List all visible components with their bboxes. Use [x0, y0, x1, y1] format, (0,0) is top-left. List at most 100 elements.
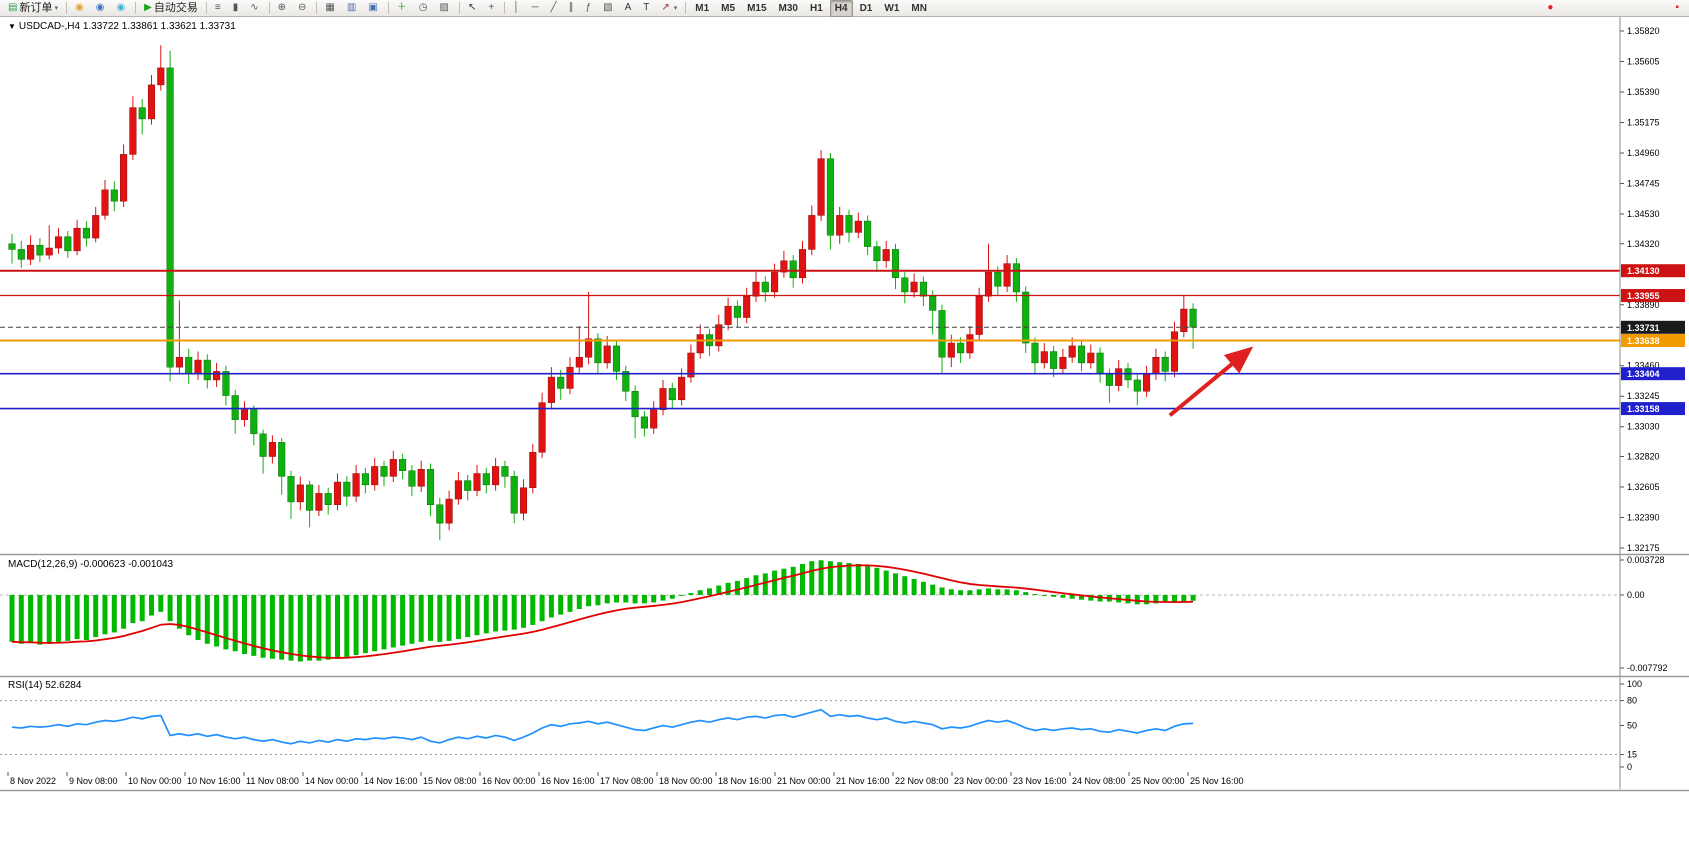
svg-text:22 Nov 08:00: 22 Nov 08:00: [895, 776, 949, 786]
svg-text:24 Nov 08:00: 24 Nov 08:00: [1072, 776, 1126, 786]
timeframe-m1-button[interactable]: M1: [690, 0, 714, 17]
svg-text:1.35820: 1.35820: [1627, 26, 1660, 36]
svg-text:10 Nov 16:00: 10 Nov 16:00: [187, 776, 241, 786]
svg-text:1.33245: 1.33245: [1627, 391, 1660, 401]
svg-text:16 Nov 16:00: 16 Nov 16:00: [541, 776, 595, 786]
svg-text:1.33404: 1.33404: [1627, 369, 1660, 379]
user-profile-button[interactable]: ◉: [92, 0, 111, 17]
shapes-button[interactable]: ▧: [599, 0, 618, 17]
support-button[interactable]: ◉: [112, 0, 131, 17]
new-order-button[interactable]: ▤ 新订单 ▾: [4, 0, 62, 17]
window-badge-icon: ▪: [1675, 2, 1679, 13]
svg-text:1.34745: 1.34745: [1627, 178, 1660, 188]
timeframe-m15-button[interactable]: M15: [742, 0, 771, 17]
macd-indicator-label: MACD(12,26,9) -0.000623 -0.001043: [8, 559, 173, 570]
timeframe-h4-button-label: H4: [834, 2, 848, 14]
toolbar-separator: [387, 2, 389, 14]
zoom-out-icon: ⊖: [298, 2, 307, 13]
cascade-windows-button[interactable]: ▣: [364, 0, 383, 17]
bar-chart-button[interactable]: ≡: [211, 0, 227, 17]
svg-text:10 Nov 00:00: 10 Nov 00:00: [128, 776, 182, 786]
add-indicator-icon: ＋: [396, 2, 407, 13]
notification-badge-icon: ●: [1547, 2, 1554, 13]
svg-text:1.33460: 1.33460: [1627, 361, 1660, 371]
line-chart-button[interactable]: ∿: [246, 0, 264, 17]
svg-text:1.33638: 1.33638: [1627, 336, 1660, 346]
cursor-icon: ↖: [467, 2, 477, 13]
channel-icon: ∥: [568, 2, 574, 13]
svg-text:17 Nov 08:00: 17 Nov 08:00: [600, 776, 654, 786]
svg-text:0.003728: 0.003728: [1627, 555, 1665, 565]
arrange-windows-icon: ▥: [346, 2, 357, 13]
timeframe-w1-button[interactable]: W1: [879, 0, 904, 17]
timeframe-d1-button[interactable]: D1: [855, 0, 878, 17]
timeframe-w1-button-label: W1: [884, 2, 900, 14]
one-click-trading-icon[interactable]: ▼: [8, 22, 16, 31]
channel-button[interactable]: ∥: [565, 0, 580, 17]
vertical-line-icon: │: [513, 2, 520, 13]
clock-icon: ◷: [418, 2, 428, 13]
mql5-community-button[interactable]: ◉: [71, 0, 90, 17]
text-icon: A: [624, 2, 632, 13]
add-indicator-button[interactable]: ＋: [393, 0, 413, 17]
svg-text:1.33158: 1.33158: [1627, 404, 1660, 414]
svg-text:1.34320: 1.34320: [1627, 239, 1660, 249]
horizontal-line-icon: ─: [531, 2, 539, 13]
arrow-tool-icon: ↗: [661, 2, 670, 13]
template-button[interactable]: ▨: [436, 0, 455, 17]
timeframe-h4-button[interactable]: H4: [829, 0, 853, 17]
timeframe-m15-button-label: M15: [747, 2, 767, 14]
svg-text:-0.007792: -0.007792: [1627, 663, 1668, 673]
svg-text:18 Nov 00:00: 18 Nov 00:00: [659, 776, 713, 786]
time-axis[interactable]: [0, 772, 1620, 790]
text-label-icon: T: [643, 2, 650, 13]
svg-text:23 Nov 16:00: 23 Nov 16:00: [1013, 776, 1067, 786]
timeframe-h1-button[interactable]: H1: [805, 0, 828, 17]
headset-icon: ◉: [116, 2, 126, 13]
svg-text:25 Nov 00:00: 25 Nov 00:00: [1131, 776, 1185, 786]
vertical-line-button[interactable]: │: [509, 0, 525, 17]
crosshair-button[interactable]: +: [484, 0, 500, 17]
trendline-icon: ╱: [550, 2, 557, 13]
caret-down-icon: ▾: [54, 5, 58, 12]
rsi-pane[interactable]: [0, 678, 1620, 770]
zoom-in-icon: ⊕: [277, 2, 287, 13]
text-button[interactable]: A: [621, 0, 638, 17]
timeframe-m30-button[interactable]: M30: [774, 0, 803, 17]
svg-text:1.33955: 1.33955: [1627, 291, 1660, 301]
svg-text:0.00: 0.00: [1627, 590, 1645, 600]
candlestick-chart-button[interactable]: ▮: [229, 0, 245, 17]
window-badge-button[interactable]: ▪: [1671, 0, 1685, 17]
zoom-in-button[interactable]: ⊕: [274, 0, 292, 17]
svg-text:1.32820: 1.32820: [1627, 452, 1660, 462]
price-scale[interactable]: [1620, 17, 1689, 771]
autotrade-button-label: 自动交易: [153, 1, 198, 14]
timeframe-m5-button[interactable]: M5: [716, 0, 740, 17]
autotrade-button[interactable]: ▶ 自动交易: [140, 0, 202, 17]
fibonacci-button[interactable]: ƒ: [582, 0, 598, 17]
svg-text:18 Nov 16:00: 18 Nov 16:00: [718, 776, 772, 786]
rsi-name: RSI(14): [8, 680, 43, 691]
trendline-button[interactable]: ╱: [547, 0, 563, 17]
tile-windows-button[interactable]: ▦: [321, 0, 340, 17]
news-badge-button[interactable]: ●: [1543, 0, 1559, 17]
timeframe-h1-button-label: H1: [809, 2, 823, 14]
arrows-button[interactable]: ↗ ▾: [657, 0, 681, 17]
svg-text:1.32605: 1.32605: [1627, 482, 1660, 492]
crosshair-icon: +: [488, 2, 495, 13]
svg-text:0: 0: [1627, 762, 1632, 772]
period-button[interactable]: ◷: [415, 0, 434, 17]
toolbar: ▤ 新订单 ▾ ◉ ◉ ◉ ▶ 自动交易 ≡ ▮ ∿ ⊕ ⊖ ▦ ▥ ▣ ＋ ◷ ▨ ↖ + │ ─ ╱ ∥ ƒ ▧ A T ↗ ▾ M1 M5…: [0, 0, 1689, 17]
text-label-button[interactable]: T: [639, 0, 655, 17]
arrange-windows-button[interactable]: ▥: [343, 0, 362, 17]
svg-text:1.34960: 1.34960: [1627, 148, 1660, 158]
cursor-button[interactable]: ↖: [464, 0, 482, 17]
toolbar-separator: [268, 2, 270, 14]
main-chart-pane[interactable]: [0, 17, 1620, 552]
svg-text:16 Nov 00:00: 16 Nov 00:00: [482, 776, 536, 786]
macd-pane[interactable]: [0, 557, 1620, 674]
zoom-out-button[interactable]: ⊖: [294, 0, 312, 17]
tile-windows-icon: ▦: [325, 2, 335, 13]
timeframe-mn-button[interactable]: MN: [906, 0, 932, 17]
horizontal-line-button[interactable]: ─: [527, 0, 544, 17]
